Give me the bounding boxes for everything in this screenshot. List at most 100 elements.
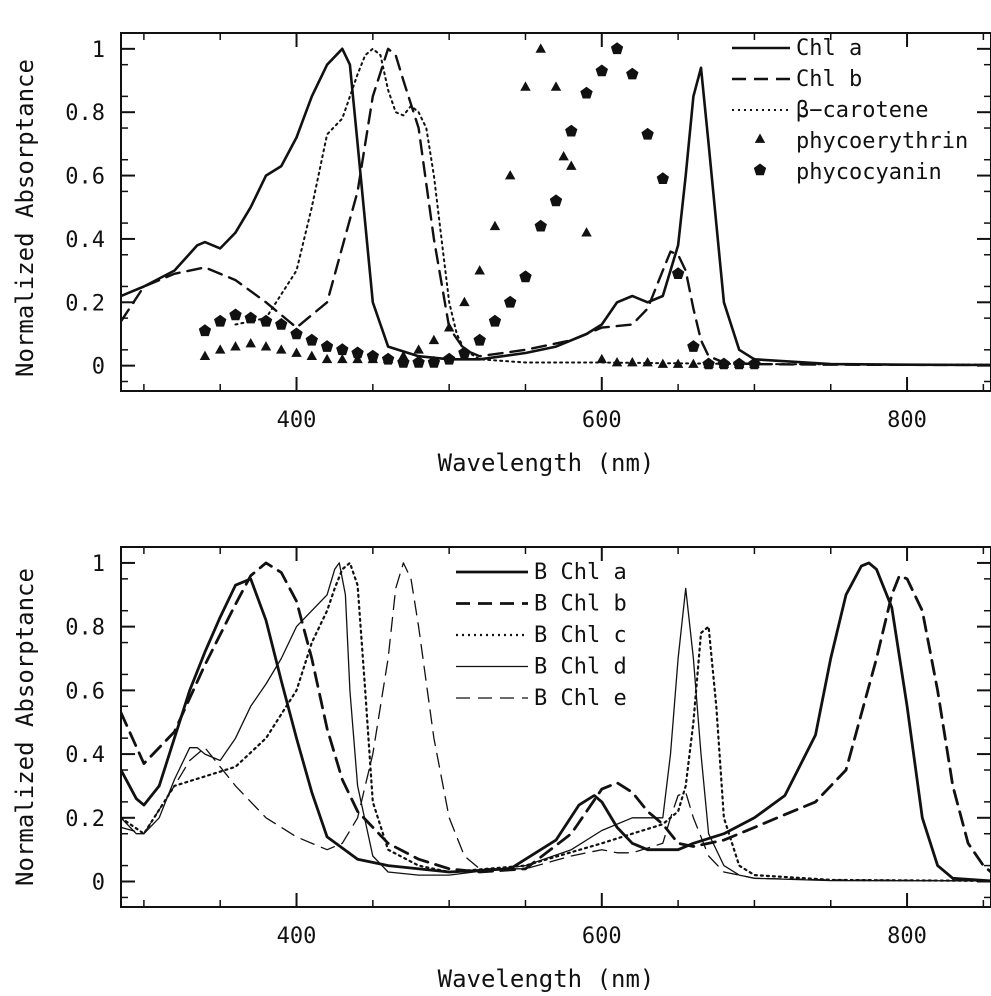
top-marker-phycoerythrin (321, 353, 333, 364)
top-marker-phycocyanin (397, 356, 410, 368)
bottom-legend-label: B Chl b (534, 592, 627, 617)
top-legend-label: Chl b (796, 67, 862, 92)
top-marker-phycoerythrin (672, 358, 684, 368)
top-marker-phycocyanin (717, 357, 731, 370)
bottom-plot-area (121, 561, 991, 883)
bottom-x-tick-label: 400 (277, 924, 317, 949)
top-marker-phycocyanin (626, 67, 639, 80)
top-legend-label: β−carotene (796, 98, 928, 123)
top-series-line--carotene (234, 47, 991, 366)
top-marker-phycocyanin (656, 172, 669, 184)
top-marker-phycoerythrin (276, 344, 287, 354)
top-marker-phycoerythrin (459, 296, 470, 307)
top-marker-phycocyanin (275, 318, 288, 330)
top-legend-marker (754, 133, 766, 143)
top-marker-phycoerythrin (520, 81, 531, 91)
top-marker-phycoerythrin (199, 350, 211, 361)
top-marker-phycocyanin (610, 42, 624, 55)
top-marker-phycocyanin (488, 314, 502, 327)
top-x-tick-label: 600 (582, 408, 622, 433)
top-marker-phycocyanin (549, 194, 563, 207)
bottom-chart-bacteriochlorophylls: 400 600 800 0 0.2 0.4 0.6 0.8 1 Wavelength (nm) No… (11, 546, 991, 993)
bottom-y-tick-label: 0.8 (65, 616, 105, 641)
top-legend-label: Chl a (796, 36, 862, 61)
top-marker-phycoerythrin (535, 43, 546, 53)
bottom-series-line-b-chl-e (121, 562, 991, 882)
bottom-y-tick-label: 1 (92, 552, 105, 577)
top-marker-phycoerythrin (306, 350, 318, 361)
top-marker-phycocyanin (443, 352, 456, 365)
top-marker-phycocyanin (748, 357, 761, 370)
top-marker-phycoerythrin (566, 160, 577, 170)
top-marker-phycoerythrin (550, 81, 562, 91)
bottom-series-line-b-chl-c (121, 561, 991, 882)
top-marker-phycocyanin (259, 314, 273, 327)
top-y-tick-label: 0.8 (65, 101, 105, 126)
bottom-series-line-b-chl-a (121, 561, 991, 883)
top-marker-phycocyanin (381, 352, 395, 365)
top-marker-phycocyanin (473, 333, 486, 346)
top-marker-phycocyanin (565, 124, 578, 137)
top-marker-phycocyanin (214, 314, 227, 327)
bottom-series-line-b-chl-b (121, 561, 991, 874)
top-marker-phycocyanin (641, 127, 654, 140)
top-marker-phycoerythrin (489, 220, 501, 231)
top-marker-phycocyanin (427, 356, 441, 368)
bottom-plot-frame (120, 546, 991, 908)
top-x-axis-title: Wavelength (nm) (438, 449, 655, 477)
top-marker-phycocyanin (320, 340, 334, 352)
top-marker-phycoerythrin (230, 341, 241, 351)
top-y-tick-label: 0.4 (65, 228, 105, 253)
top-y-tick-label: 1 (92, 38, 105, 63)
top-marker-phycocyanin (305, 333, 318, 346)
top-marker-phycoerythrin (596, 353, 608, 364)
top-x-tick-label: 800 (887, 408, 927, 433)
top-marker-phycocyanin (336, 343, 349, 356)
top-legend-label: phycoerythrin (796, 129, 968, 154)
top-marker-phycoerythrin (214, 344, 226, 354)
top-series-line-chl-b (121, 47, 991, 367)
top-marker-phycoerythrin (413, 344, 424, 354)
bottom-series-line-b-chl-d (121, 562, 991, 882)
top-plot-area (121, 42, 991, 370)
top-marker-phycocyanin (198, 324, 212, 337)
top-marker-phycocyanin (733, 357, 746, 370)
top-y-axis-title: Normalized Absorptance (11, 59, 39, 377)
bottom-x-tick-label: 800 (887, 924, 927, 949)
top-marker-phycoerythrin (443, 322, 455, 332)
top-y-tick-label: 0 (92, 355, 105, 380)
top-marker-phycoerythrin (337, 353, 348, 364)
top-marker-phycocyanin (229, 308, 242, 321)
top-marker-phycocyanin (366, 349, 379, 362)
top-y-tick-label: 0.6 (65, 165, 105, 190)
bottom-legend-label: B Chl d (534, 655, 627, 680)
top-y-tick-label: 0.2 (65, 291, 105, 316)
top-marker-phycocyanin (290, 327, 303, 340)
top-chart-pigments: 400 600 800 0 0.2 0.4 0.6 0.8 1 Wavelength (nm) No… (11, 32, 991, 477)
top-marker-phycocyanin (412, 356, 425, 368)
bottom-legend-label: B Chl e (534, 686, 627, 711)
top-marker-phycoerythrin (474, 265, 485, 275)
top-x-tick-label: 400 (277, 408, 317, 433)
top-marker-phycocyanin (687, 340, 700, 352)
top-marker-phycoerythrin (428, 334, 440, 345)
bottom-y-tick-label: 0.4 (65, 743, 105, 768)
top-marker-phycoerythrin (245, 337, 256, 348)
top-marker-phycocyanin (702, 357, 715, 370)
bottom-x-axis-title: Wavelength (nm) (438, 965, 655, 993)
top-marker-phycoerythrin (291, 347, 302, 357)
top-marker-phycoerythrin (611, 356, 623, 367)
bottom-legend-label: B Chl c (534, 623, 627, 648)
top-marker-phycocyanin (519, 270, 532, 283)
bottom-x-tick-label: 600 (582, 924, 622, 949)
top-marker-phycoerythrin (352, 353, 363, 364)
top-marker-phycocyanin (580, 86, 593, 99)
top-marker-phycocyanin (458, 346, 471, 359)
top-marker-phycocyanin (671, 267, 685, 279)
bottom-legend-label: B Chl a (534, 560, 627, 585)
top-legend-label: phycocyanin (796, 160, 942, 185)
top-marker-phycocyanin (351, 346, 364, 359)
top-marker-phycoerythrin (504, 170, 516, 180)
bottom-y-axis-title: Normalized Absorptance (11, 568, 39, 886)
